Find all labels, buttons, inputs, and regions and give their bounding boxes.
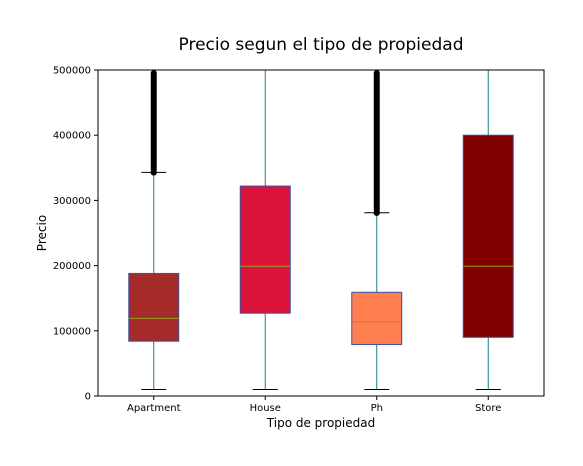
box-group-ph [351, 70, 403, 390]
y-tick-label: 300000 [53, 196, 91, 207]
x-tick-label: House [250, 403, 281, 414]
x-axis: Apartment House Ph Store [127, 396, 501, 414]
outlier-point [373, 209, 380, 216]
plot-area [128, 70, 514, 390]
outlier-point [150, 169, 157, 176]
y-tick-label: 0 [85, 392, 91, 403]
x-axis-label: Tipo de propiedad [266, 416, 375, 430]
outlier-points [373, 70, 380, 213]
y-tick-label: 200000 [53, 261, 91, 272]
y-tick-label: 500000 [53, 66, 91, 77]
chart-title: Precio segun el tipo de propiedad [179, 35, 464, 55]
iqr-box [351, 291, 403, 345]
box-group-store [462, 70, 514, 390]
iqr-box [128, 272, 180, 342]
x-tick-label: Apartment [127, 403, 181, 414]
x-tick-label: Store [475, 403, 501, 414]
y-tick-label: 400000 [53, 131, 91, 142]
y-tick-label: 100000 [53, 326, 91, 337]
iqr-box [239, 185, 291, 314]
outlier-points [150, 70, 157, 173]
box-group-apartment [128, 70, 180, 390]
y-axis: 0 100000 200000 300000 400000 500000 [53, 66, 98, 403]
iqr-box [462, 134, 514, 338]
x-tick-label: Ph [371, 403, 383, 414]
box-group-house [239, 70, 291, 390]
plot-frame [97, 69, 545, 397]
y-axis-label: Precio [35, 215, 49, 251]
